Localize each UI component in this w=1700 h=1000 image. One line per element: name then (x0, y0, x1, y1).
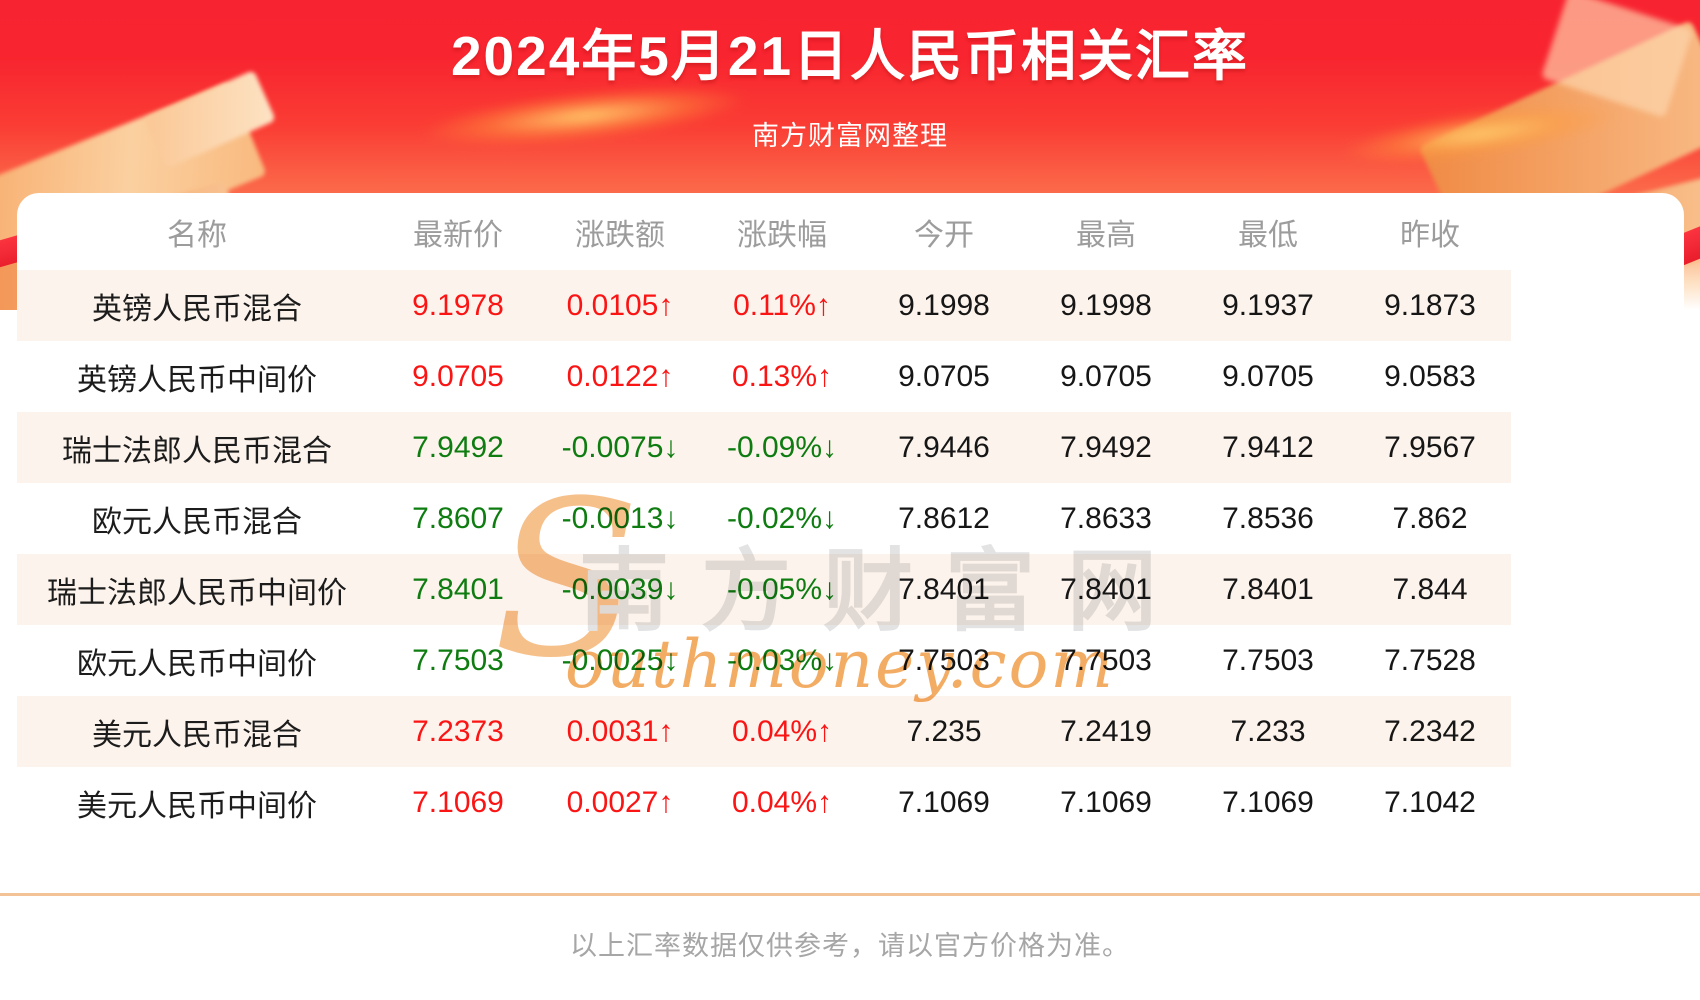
pair-name: 瑞士法郎人民币混合 (62, 434, 332, 468)
latest-price: 7.1069 (412, 785, 504, 819)
latest-price: 7.9492 (412, 430, 504, 464)
low: 9.0705 (1222, 359, 1314, 393)
latest-price: 7.7503 (412, 643, 504, 677)
change: 0.0027↑ (566, 785, 674, 819)
change-pct: 0.04%↑ (731, 785, 833, 819)
column-header-4: 今开 (914, 218, 974, 252)
high: 7.7503 (1060, 643, 1152, 677)
latest-price: 7.8401 (412, 572, 504, 606)
low: 7.1069 (1222, 785, 1314, 819)
footer-note: 以上汇率数据仅供参考，请以官方价格为准。 (570, 931, 1130, 961)
column-header-3: 涨跌幅 (737, 218, 827, 252)
latest-price: 9.1978 (412, 288, 504, 322)
prev-close: 9.0583 (1384, 359, 1476, 393)
latest-price: 7.8607 (412, 501, 504, 535)
change: 0.0105↑ (566, 288, 674, 322)
column-header-6: 最低 (1238, 218, 1298, 252)
pair-name: 欧元人民币中间价 (77, 647, 317, 681)
change: -0.0075↓ (561, 430, 679, 464)
column-header-2: 涨跌额 (575, 218, 665, 252)
change: -0.0039↓ (561, 572, 679, 606)
open: 9.0705 (898, 359, 990, 393)
high: 7.9492 (1060, 430, 1152, 464)
prev-close: 7.862 (1392, 501, 1468, 535)
change: 0.0031↑ (566, 714, 674, 748)
high: 7.8633 (1060, 501, 1152, 535)
open: 9.1998 (898, 288, 990, 322)
latest-price: 9.0705 (412, 359, 504, 393)
pair-name: 欧元人民币混合 (92, 505, 302, 539)
pair-name: 美元人民币中间价 (77, 789, 317, 823)
change-pct: 0.13%↑ (731, 359, 833, 393)
prev-close: 9.1873 (1384, 288, 1476, 322)
change-pct: -0.05%↓ (726, 572, 838, 606)
table-row: 瑞士法郎人民币中间价 7.8401 -0.0039↓ -0.05%↓ 7.8401 7.8… (17, 554, 1511, 625)
change-pct: -0.02%↓ (726, 501, 838, 535)
low: 7.8401 (1222, 572, 1314, 606)
low: 7.9412 (1222, 430, 1314, 464)
prev-close: 7.1042 (1384, 785, 1476, 819)
low: 7.8536 (1222, 501, 1314, 535)
table-row: 英镑人民币中间价 9.0705 0.0122↑ 0.13%↑ 9.0705 9.0705 9… (17, 341, 1511, 412)
high: 9.0705 (1060, 359, 1152, 393)
prev-close: 7.9567 (1384, 430, 1476, 464)
change-pct: 0.04%↑ (731, 714, 833, 748)
table-row: 欧元人民币混合 7.8607 -0.0013↓ -0.02%↓ 7.8612 7.8633… (17, 483, 1511, 554)
pair-name: 英镑人民币中间价 (77, 363, 317, 397)
table-header-row: 名称 最新价 涨跌额 涨跌幅 今开 最高 最低 昨收 (17, 193, 1511, 270)
change: -0.0013↓ (561, 501, 679, 535)
page-title: 2024年5月21日人民币相关汇率 (450, 25, 1250, 87)
table-row: 英镑人民币混合 9.1978 0.0105↑ 0.11%↑ 9.1998 9.1998 9.… (17, 270, 1511, 341)
high: 7.1069 (1060, 785, 1152, 819)
change-pct: -0.09%↓ (726, 430, 838, 464)
table-row: 瑞士法郎人民币混合 7.9492 -0.0075↓ -0.09%↓ 7.9446 7.94… (17, 412, 1511, 483)
column-header-1: 最新价 (413, 218, 503, 252)
pair-name: 瑞士法郎人民币中间价 (47, 576, 347, 610)
exchange-rates-table: 名称 最新价 涨跌额 涨跌幅 今开 最高 最低 昨收 英镑人民币混合 9.1978 0.0105↑… (17, 193, 1511, 838)
open: 7.8612 (898, 501, 990, 535)
change: 0.0122↑ (566, 359, 674, 393)
column-header-7: 昨收 (1400, 218, 1460, 252)
change-pct: 0.11%↑ (733, 288, 831, 322)
high: 7.8401 (1060, 572, 1152, 606)
open: 7.1069 (898, 785, 990, 819)
open: 7.235 (906, 714, 982, 748)
change-pct: -0.03%↓ (726, 643, 838, 677)
pair-name: 美元人民币混合 (92, 718, 302, 752)
table-row: 美元人民币混合 7.2373 0.0031↑ 0.04%↑ 7.235 7.2419 7.2… (17, 696, 1511, 767)
low: 9.1937 (1222, 288, 1314, 322)
low: 7.7503 (1222, 643, 1314, 677)
table-row: 欧元人民币中间价 7.7503 -0.0025↓ -0.03%↓ 7.7503 7.750… (17, 625, 1511, 696)
column-header-5: 最高 (1076, 218, 1136, 252)
open: 7.9446 (898, 430, 990, 464)
footer-divider (0, 893, 1700, 896)
latest-price: 7.2373 (412, 714, 504, 748)
prev-close: 7.2342 (1384, 714, 1476, 748)
page-subtitle: 南方财富网整理 (752, 121, 948, 151)
prev-close: 7.7528 (1384, 643, 1476, 677)
low: 7.233 (1230, 714, 1306, 748)
open: 7.7503 (898, 643, 990, 677)
high: 7.2419 (1060, 714, 1152, 748)
table-row: 美元人民币中间价 7.1069 0.0027↑ 0.04%↑ 7.1069 7.1069 7… (17, 767, 1511, 838)
pair-name: 英镑人民币混合 (92, 292, 302, 326)
rates-card: 名称 最新价 涨跌额 涨跌幅 今开 最高 最低 昨收 英镑人民币混合 9.1978 0.0105↑… (17, 193, 1684, 823)
prev-close: 7.844 (1392, 572, 1468, 606)
open: 7.8401 (898, 572, 990, 606)
column-header-0: 名称 (167, 218, 227, 252)
high: 9.1998 (1060, 288, 1152, 322)
change: -0.0025↓ (561, 643, 679, 677)
